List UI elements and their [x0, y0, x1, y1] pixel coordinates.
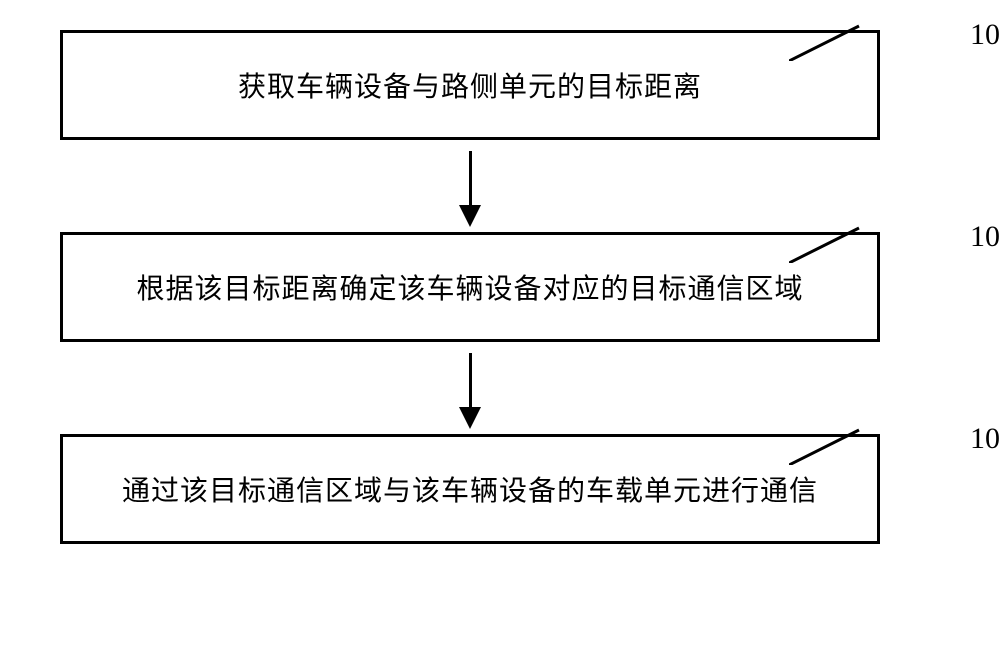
flowchart-node-101: 获取车辆设备与路侧单元的目标距离 [60, 30, 880, 140]
node-label-101: 101 [970, 18, 1000, 52]
node-label-102: 102 [970, 220, 1000, 254]
node-text: 通过该目标通信区域与该车辆设备的车载单元进行通信 [122, 469, 818, 509]
node-label-103: 103 [970, 422, 1000, 456]
connector-line [789, 21, 879, 61]
flowchart-node-103: 通过该目标通信区域与该车辆设备的车载单元进行通信 [60, 434, 880, 544]
arrow-1 [60, 140, 880, 232]
arrow-head [459, 205, 481, 227]
node-text: 根据该目标距离确定该车辆设备对应的目标通信区域 [136, 267, 803, 307]
node-text: 获取车辆设备与路侧单元的目标距离 [238, 65, 702, 105]
flowchart-container: 获取车辆设备与路侧单元的目标距离 101 根据该目标距离确定该车辆设备对应的目标… [60, 30, 880, 544]
flowchart-node-102: 根据该目标距离确定该车辆设备对应的目标通信区域 [60, 232, 880, 342]
arrow-2 [60, 342, 880, 434]
connector-line [789, 223, 879, 263]
connector-line [789, 425, 879, 465]
arrow-head [459, 407, 481, 429]
